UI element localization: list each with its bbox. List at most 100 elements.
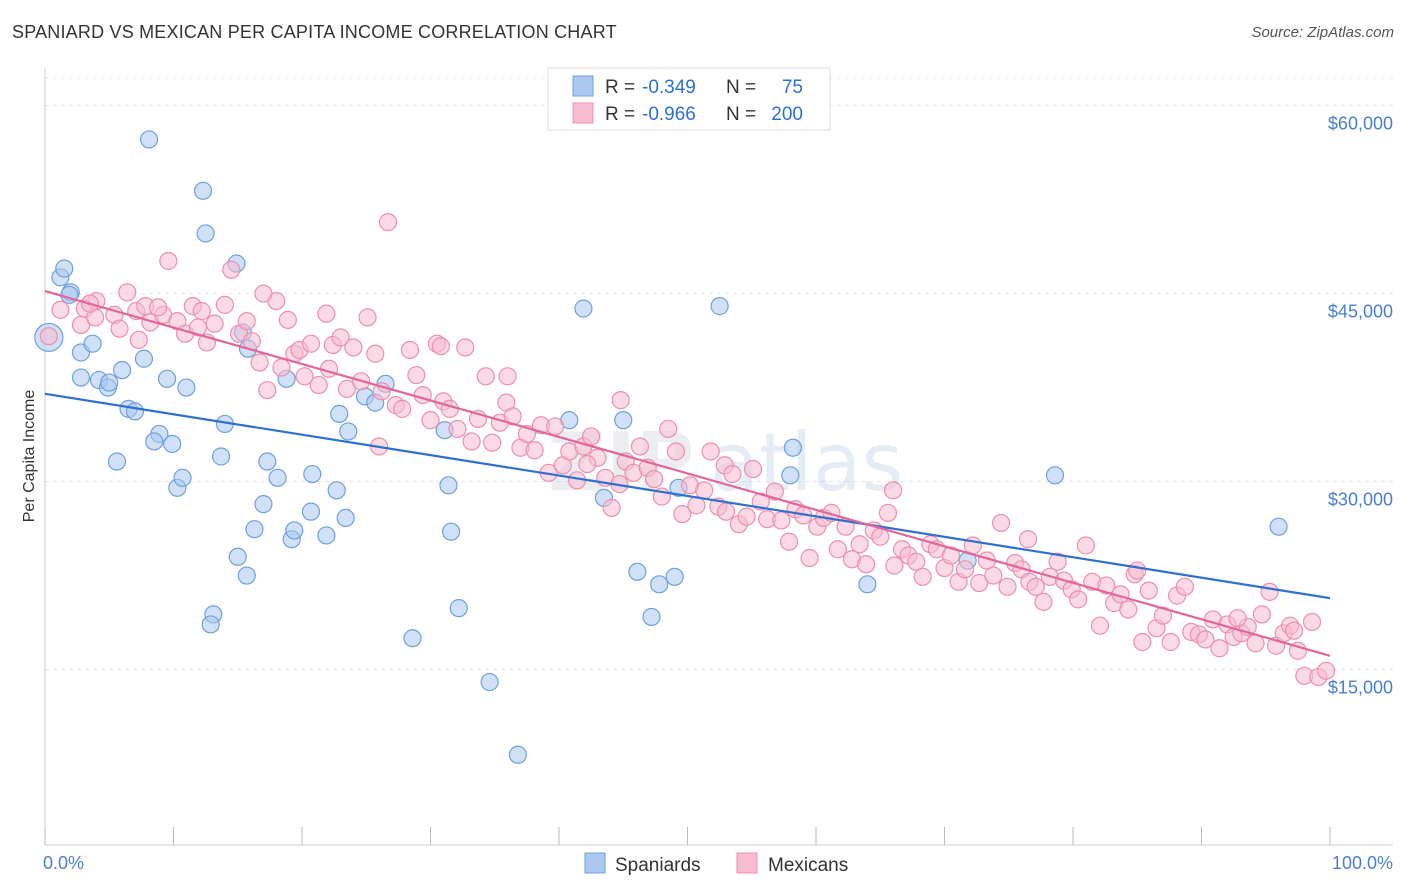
spaniards-point-63 <box>628 562 647 581</box>
mexicans-point-126 <box>941 546 961 565</box>
spaniards-point-12 <box>134 349 154 368</box>
spaniards-point-42 <box>303 464 322 484</box>
spaniards-point-73 <box>1045 466 1065 485</box>
mexicans-point-23 <box>222 260 241 279</box>
mexicans-point-154 <box>1139 581 1158 600</box>
spaniards-point-32 <box>268 468 287 487</box>
legend-n-label-spaniards: N = <box>726 77 756 98</box>
legend-r-value-spaniards: -0.349 <box>642 77 696 98</box>
mexicans-point-153 <box>1133 632 1152 652</box>
mexicans-point-113 <box>850 535 869 554</box>
spaniards-point-38 <box>201 615 220 634</box>
legend-swatch-spaniards <box>572 75 594 97</box>
spaniards-point-60 <box>574 299 593 318</box>
x-axis-ticks <box>44 827 1331 845</box>
spaniards-point-33 <box>254 495 273 514</box>
mexicans-point-28 <box>258 380 277 400</box>
mexicans-point-44 <box>366 344 385 363</box>
mexicans-point-19 <box>192 302 211 321</box>
x-tick-label-min: 0.0% <box>43 853 84 873</box>
legend-r-label-mexicans: R = <box>605 104 635 125</box>
mexicans-point-75 <box>582 427 601 446</box>
mexicans-point-61 <box>483 433 502 452</box>
spaniards-point-66 <box>665 567 684 586</box>
mexicans-point-1 <box>51 300 70 319</box>
y-tick-label-0: $60,000 <box>1328 114 1393 134</box>
mexicans-point-192 <box>1284 621 1304 640</box>
spaniards-point-47 <box>336 508 355 528</box>
mexicans-point-48 <box>393 399 412 418</box>
mexicans-point-37 <box>317 304 336 323</box>
mexicans-point-55 <box>440 399 459 418</box>
y-tick-label-2: $30,000 <box>1328 490 1393 510</box>
mexicans-point-177 <box>1302 612 1322 632</box>
series-legend: Spaniards Mexicans <box>584 852 848 876</box>
spaniards-point-58 <box>508 745 527 764</box>
spaniards-point-17 <box>145 432 164 451</box>
mexicans-point-151 <box>1119 600 1138 619</box>
series-legend-swatch-mexicans <box>736 852 758 874</box>
mexicans-point-78 <box>602 498 621 517</box>
spaniards-point-70 <box>781 466 800 485</box>
mexicans-point-122 <box>913 567 932 586</box>
mexicans-point-141 <box>1048 552 1067 571</box>
mexicans-point-0 <box>39 327 58 346</box>
y-axis-title: Per Capita Income <box>21 390 38 523</box>
mexicans-point-36 <box>309 375 328 395</box>
spaniards-point-18 <box>157 369 177 388</box>
series-legend-label-mexicans: Mexicans <box>768 855 848 876</box>
mexicans-trend-line <box>44 290 1331 657</box>
spaniards-point-6 <box>83 334 102 353</box>
mexicans-point-128 <box>955 560 975 579</box>
legend-n-value-spaniards: 75 <box>782 77 803 98</box>
mexicans-point-46 <box>378 213 398 232</box>
legend-n-value-mexicans: 200 <box>771 104 803 125</box>
mexicans-point-130 <box>970 573 989 593</box>
mexicans-point-40 <box>337 379 357 398</box>
mexicans-point-194 <box>578 454 597 474</box>
spaniards-point-15 <box>125 402 145 421</box>
mexicans-point-60 <box>476 367 495 386</box>
chart-source: Source: ZipAtlas.com <box>1251 24 1394 41</box>
mexicans-point-58 <box>462 432 481 451</box>
mexicans-point-101 <box>765 482 784 501</box>
spaniards-point-56 <box>403 629 422 648</box>
spaniards-point-62 <box>614 411 633 430</box>
mexicans-point-106 <box>800 548 819 568</box>
spaniards-point-28 <box>211 447 231 466</box>
mexicans-point-7 <box>110 319 129 338</box>
mexicans-point-132 <box>984 566 1003 585</box>
mexicans-point-57 <box>456 338 475 357</box>
legend-r-value-mexicans: -0.966 <box>642 104 696 125</box>
mexicans-point-147 <box>1090 616 1110 635</box>
spaniards-trend-line <box>44 392 1331 600</box>
spaniards-point-41 <box>285 521 304 540</box>
mexicans-point-170 <box>1252 605 1271 624</box>
spaniards-point-57 <box>480 672 499 692</box>
mexicans-point-139 <box>1034 592 1053 611</box>
spaniards-point-53 <box>439 476 458 495</box>
spaniards-point-23 <box>193 181 213 200</box>
series-legend-label-spaniards: Spaniards <box>615 855 701 876</box>
mexicans-point-21 <box>205 314 224 333</box>
spaniards-point-30 <box>258 452 277 471</box>
spaniards-point-34 <box>245 520 264 539</box>
mexicans-point-102 <box>772 511 791 530</box>
mexicans-point-164 <box>1210 639 1229 658</box>
mexicans-point-50 <box>407 365 426 385</box>
spaniards-point-44 <box>317 526 336 545</box>
mexicans-point-52 <box>421 411 440 430</box>
mexicans-point-189 <box>1018 530 1038 549</box>
spaniards-point-64 <box>650 575 669 594</box>
mexicans-point-30 <box>272 358 291 377</box>
spaniards-point-13 <box>139 130 159 149</box>
spaniards-point-19 <box>163 434 182 454</box>
mexicans-point-134 <box>998 577 1017 596</box>
mexicans-point-27 <box>250 353 269 372</box>
spaniards-point-43 <box>301 502 321 521</box>
spaniards-point-10 <box>100 373 119 392</box>
mexicans-point-171 <box>1260 582 1279 601</box>
mexicans-point-14 <box>159 251 178 271</box>
mexicans-point-190 <box>1128 561 1147 580</box>
